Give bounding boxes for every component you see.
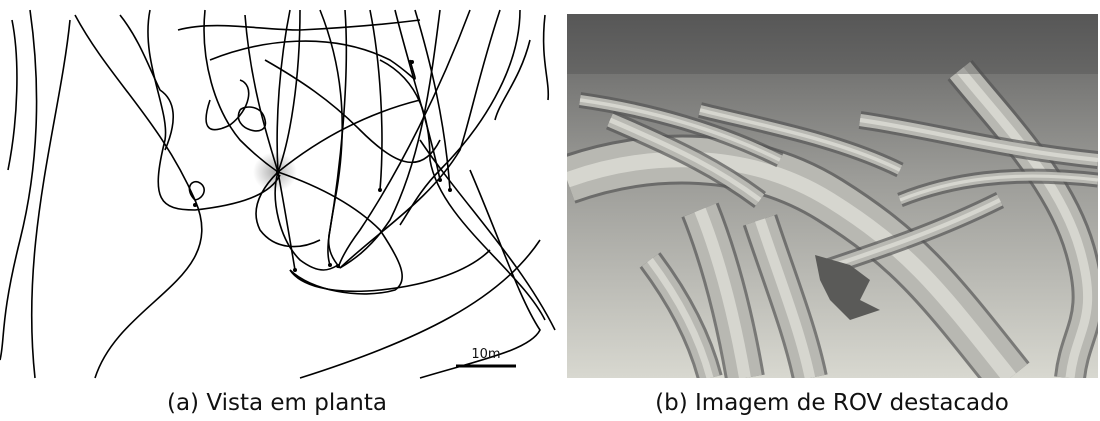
track-node (336, 264, 340, 268)
cable-track (544, 15, 549, 100)
cable-track (290, 250, 490, 291)
cable-track (210, 41, 415, 79)
cable-track (204, 10, 278, 172)
caption: (a) Vista em planta (167, 390, 387, 416)
track-node (410, 60, 414, 64)
haze (567, 14, 1098, 74)
cable-track (495, 40, 530, 120)
cable-track (245, 15, 295, 270)
track-node (293, 268, 297, 272)
track-node (328, 263, 332, 267)
scale-bar: 10m (456, 347, 516, 366)
cable-track (340, 10, 440, 268)
page: 10m (a) Vista em planta (b) Imagem de RO… (0, 0, 1100, 421)
cable-track (420, 140, 555, 330)
track-node (438, 178, 442, 182)
track-node (276, 170, 280, 174)
cable-track (238, 107, 265, 131)
track-node (448, 188, 452, 192)
cable-track (338, 10, 470, 268)
cable-track (278, 172, 402, 294)
caption: (b) Imagem de ROV destacado (655, 390, 1009, 416)
cable-track (329, 10, 347, 268)
scale-label: 10m (471, 347, 500, 362)
cable-track (340, 10, 500, 268)
cable-track (277, 10, 290, 172)
cable-track (370, 10, 382, 190)
cable-track (380, 60, 545, 320)
cable-track (300, 240, 540, 378)
cable-track (32, 20, 70, 378)
cable-track (75, 15, 202, 378)
rov-image (567, 14, 1098, 378)
cable-track (278, 100, 420, 172)
cable-track (275, 10, 338, 270)
figure: 10m (a) Vista em planta (b) Imagem de RO… (0, 0, 1100, 421)
plan-view (0, 10, 555, 378)
cable-track (8, 20, 17, 170)
track-node (193, 203, 197, 207)
track-node (378, 188, 382, 192)
cable-track (395, 10, 440, 180)
